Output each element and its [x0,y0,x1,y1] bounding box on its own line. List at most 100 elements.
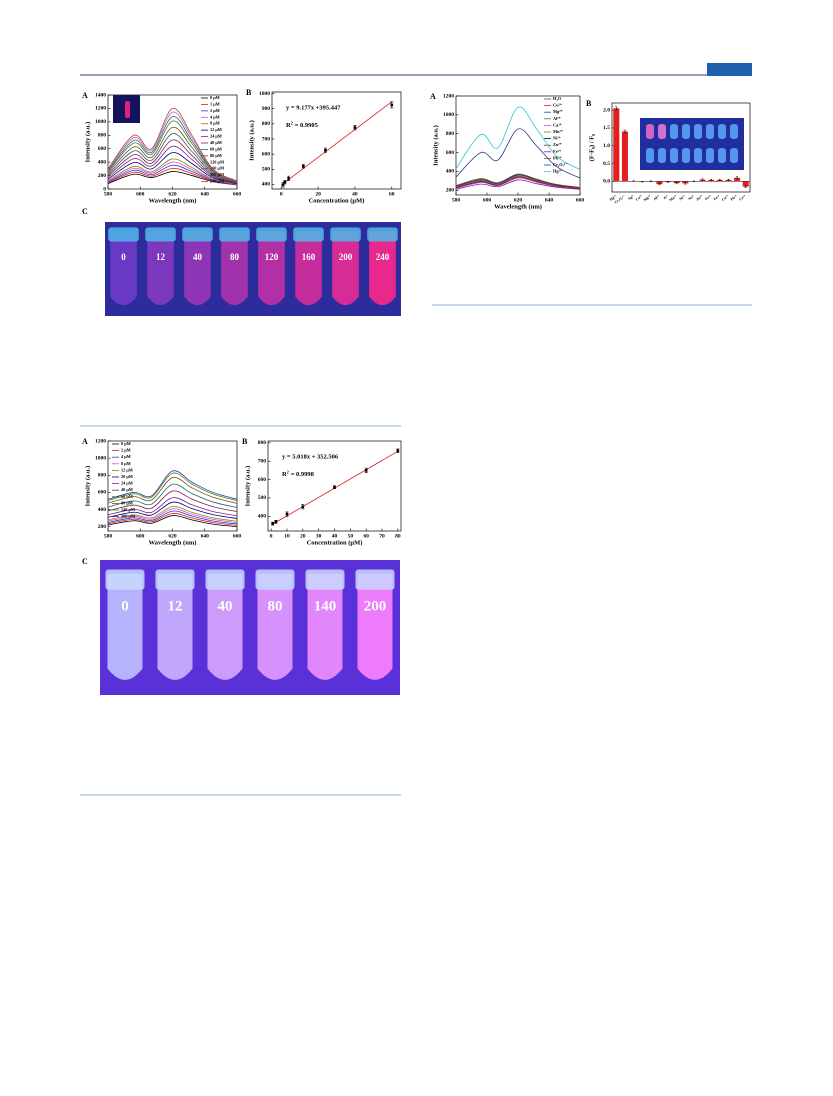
photo-label: 80 [268,599,283,615]
photo-label: 240 [376,252,390,262]
legend-label: 8 μM [210,121,220,126]
photo-label: 200 [364,599,387,615]
legend-label: 40 μM [210,140,222,145]
legend-label: 24 μM [121,481,133,486]
tube-cap [219,227,250,241]
bar [613,108,619,181]
tube-cap [206,570,245,590]
legend-label: 80 μM [210,153,222,158]
data-point [324,149,327,152]
x-tick-label: Na⁺ [688,194,696,201]
tube [332,231,359,305]
y-tick-label: 1.0 [603,143,610,149]
r-squared: R2= 0.9905 [286,120,319,129]
x-tick-label: 580 [104,191,113,197]
y-tick-label: 800 [98,133,107,139]
x-tick-label: Cu²⁺ [721,194,730,202]
y-tick-label: 600 [98,490,107,496]
insets [113,95,744,170]
legend-label: 0 μM [210,95,220,100]
tube-cap [330,227,361,241]
x-tick-label: 640 [201,533,210,539]
x-tick-label: Pb²⁺ [730,194,738,201]
tube [221,231,248,305]
legend-label: Mn²⁺ [553,129,563,134]
y-tick-label: 1000 [259,91,270,97]
data-point [354,126,357,129]
tube-cap [182,227,213,241]
photo-label: 120 [265,252,279,262]
tube [147,231,174,305]
x-tick-label: 80 [395,533,401,539]
photo-label: 80 [230,252,240,262]
x-tick-label: 660 [233,191,242,197]
x-axis-label: Wavelength (nm) [149,197,197,204]
legend-label: Zn²⁺ [553,142,562,147]
y-tick-label: 900 [262,106,271,112]
y-tick-label: 200 [98,524,107,530]
x-tick-label: Al³⁺ [653,194,661,201]
tube-cap [306,570,345,590]
data-point [397,449,400,452]
x-tick-label: Zn²⁺ [695,194,703,202]
legend-label: 20 μM [121,474,133,479]
y-axis-label: (F-F₀) / F₀ [588,134,595,161]
x-tick-label: 620 [514,197,523,203]
tube-cap [256,227,287,241]
legend-label: 40 μM [121,487,133,492]
r-squared-sup: 2 [291,120,293,125]
legend-label: Cu²⁺ [553,103,562,108]
x-tick-label: Ag⁺ [627,194,635,201]
x-tick-label: 70 [379,533,385,539]
photo-label: 40 [218,599,233,615]
y-tick-label: 800 [446,131,455,137]
legend-label: Hg²⁺ [553,169,562,174]
tube-cap [145,227,176,241]
legend-label: 12 μM [210,127,222,132]
x-tick-label: Ca²⁺ [635,194,643,202]
data-point [302,165,305,168]
x-tick-label: Mn²⁺ [669,194,678,202]
x-tick-label: Fe²⁺ [713,194,721,201]
y-tick-label: 400 [98,159,107,165]
spectrum-line [456,177,580,188]
y-tick-label: 1.5 [603,125,610,131]
photo-label: 12 [168,599,183,615]
legend-label: 4 μM [121,454,131,459]
y-tick-label: 400 [262,182,271,188]
x-tick-label: Mg²⁺ [643,194,652,202]
r-squared-rest: = 0.9998 [291,471,315,478]
x-tick-label: 620 [168,533,177,539]
x-tick-label: 0 [280,191,283,197]
y-tick-label: 600 [446,150,455,156]
y-tick-label: 500 [258,495,267,501]
y-tick-label: 1200 [95,106,106,112]
y-axis-label: Intensity (a.u.) [244,466,251,507]
equation: y = 9.177x +395.447 [286,104,341,111]
legend-label: Ni²⁺ [553,136,561,141]
legend-label: 120 μM [210,159,224,164]
legend-label: H₂O [553,96,562,101]
data-point [271,522,274,525]
r-squared: R2= 0.9998 [282,469,315,478]
panel-label: B [242,437,248,446]
y-tick-label: 400 [446,169,455,175]
legend-label: Al³⁺ [553,116,561,121]
legend-label: 240 μM [210,179,224,184]
legend-label: Ca²⁺ [553,122,562,127]
legend-label: 0 μM [121,441,131,446]
panel-label: A [82,91,88,100]
x-tick-label: Ni²⁺ [679,194,687,201]
bar [622,131,628,181]
y-tick-label: 600 [98,146,107,152]
legend-label: 140 μM [121,507,135,512]
data-point [390,104,393,107]
y-tick-label: 0.5 [603,161,610,167]
y-tick-label: 400 [98,507,107,513]
x-axis-label: Wavelength (nm) [494,203,542,210]
x-axis-label: Concentration (μM) [307,539,363,546]
x-tick-label: 50 [348,533,354,539]
x-tick-label: 600 [483,197,492,203]
y-tick-label: 600 [262,151,271,157]
legend-label: 80 μM [121,500,133,505]
